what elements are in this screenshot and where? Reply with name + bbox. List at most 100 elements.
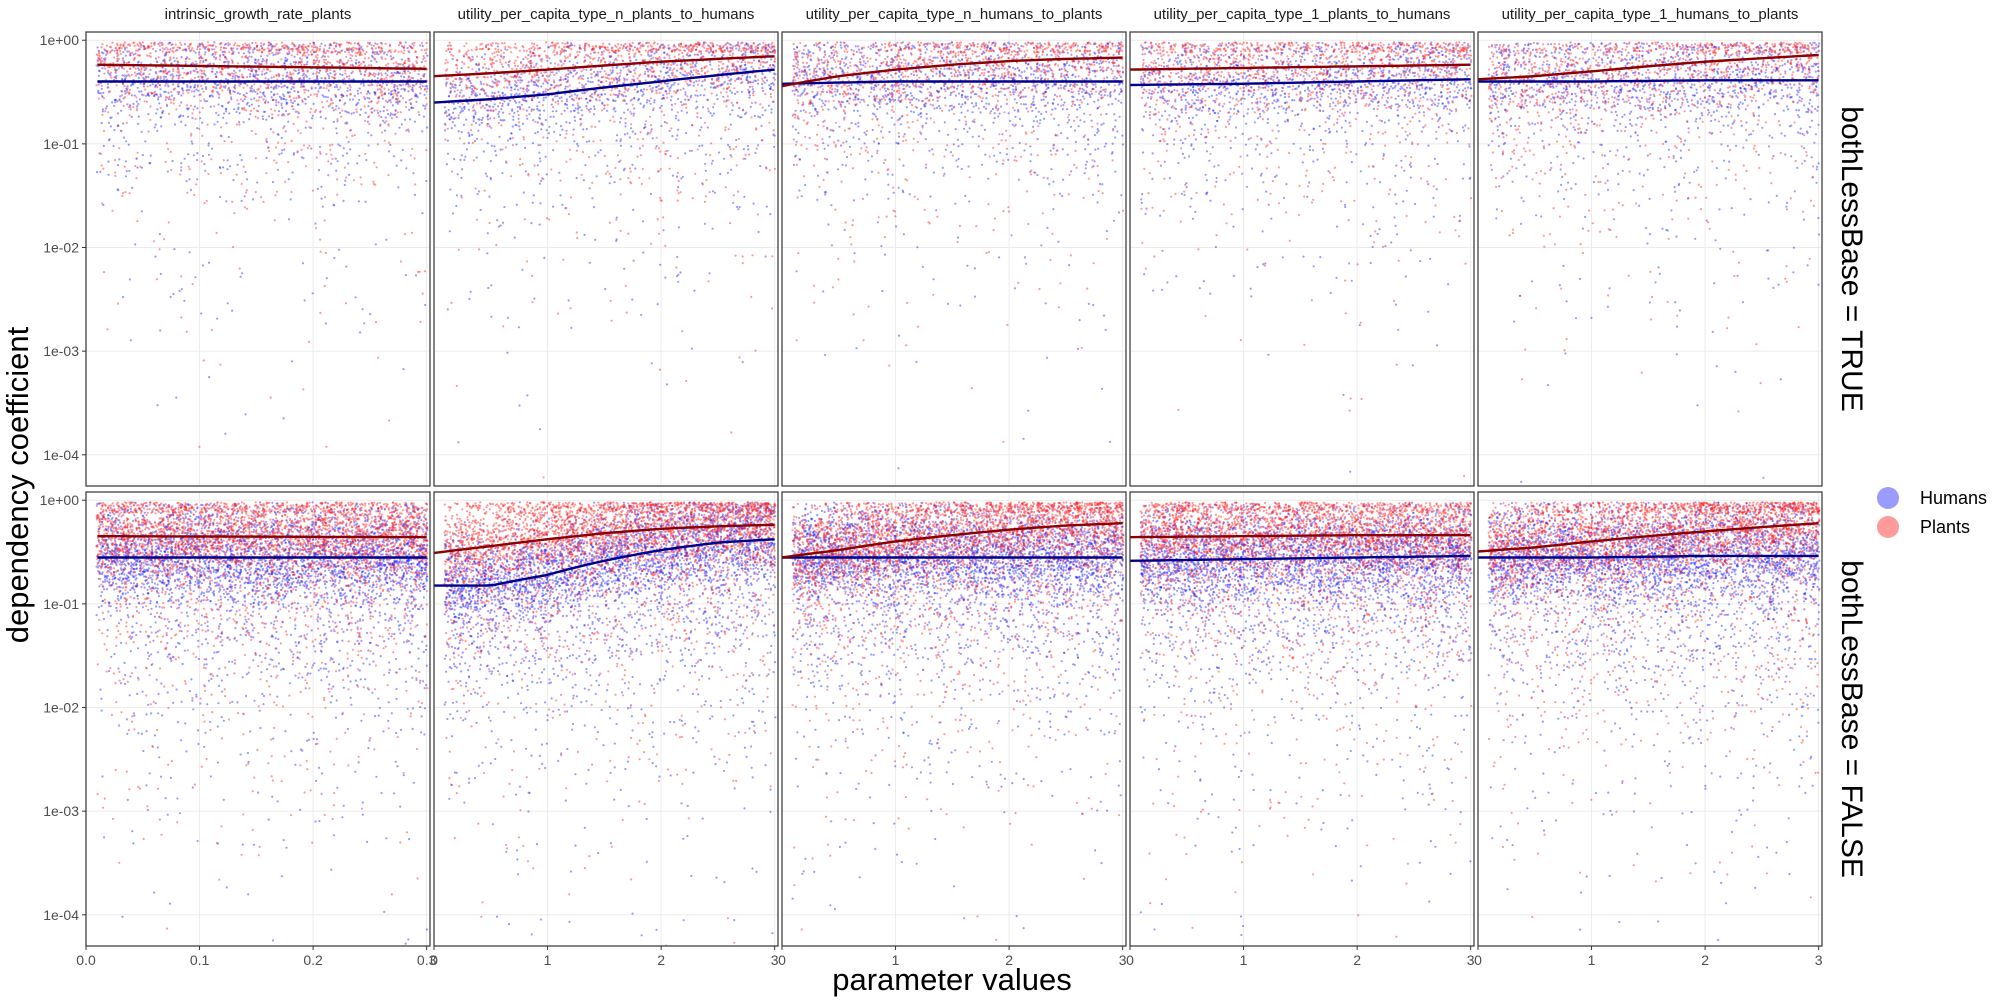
data-point bbox=[310, 45, 313, 48]
data-point bbox=[228, 72, 231, 75]
data-point bbox=[532, 49, 536, 52]
data-point bbox=[460, 80, 463, 83]
data-point bbox=[530, 54, 533, 57]
data-point bbox=[268, 48, 271, 51]
data-point bbox=[745, 42, 748, 45]
data-point bbox=[451, 212, 455, 215]
data-point bbox=[348, 77, 351, 80]
data-point bbox=[751, 49, 754, 52]
data-point bbox=[513, 88, 517, 91]
data-point bbox=[675, 64, 679, 67]
data-point bbox=[113, 49, 116, 53]
data-point bbox=[404, 83, 408, 86]
data-point bbox=[661, 43, 664, 46]
data-point bbox=[521, 98, 524, 101]
data-point bbox=[247, 50, 250, 53]
data-point bbox=[769, 50, 772, 54]
data-point bbox=[489, 62, 492, 66]
data-point bbox=[277, 133, 280, 136]
data-point bbox=[189, 85, 192, 88]
data-point bbox=[462, 94, 465, 97]
data-point bbox=[564, 136, 567, 139]
data-point bbox=[462, 123, 466, 126]
data-point bbox=[703, 65, 706, 68]
data-point bbox=[608, 43, 611, 46]
data-point bbox=[414, 95, 417, 98]
data-point bbox=[507, 102, 510, 105]
data-point bbox=[549, 73, 552, 76]
data-point bbox=[569, 196, 573, 199]
data-point bbox=[267, 41, 270, 44]
data-point bbox=[407, 128, 410, 131]
data-point bbox=[547, 79, 551, 82]
data-point bbox=[493, 95, 496, 98]
data-point bbox=[759, 164, 762, 168]
data-point bbox=[559, 78, 563, 82]
data-point bbox=[396, 85, 399, 88]
data-point bbox=[164, 98, 167, 101]
data-point bbox=[727, 70, 730, 73]
data-point bbox=[167, 98, 171, 101]
data-point bbox=[303, 88, 306, 92]
data-point bbox=[202, 359, 205, 362]
data-point bbox=[568, 95, 571, 98]
data-point bbox=[139, 46, 142, 49]
data-point bbox=[667, 47, 670, 50]
data-point bbox=[294, 110, 297, 113]
data-point bbox=[689, 70, 693, 73]
data-point bbox=[238, 84, 241, 87]
data-point bbox=[654, 57, 658, 60]
data-point bbox=[250, 109, 253, 112]
data-point bbox=[258, 62, 261, 65]
data-point bbox=[720, 137, 723, 140]
data-point bbox=[662, 229, 665, 232]
data-point bbox=[241, 272, 244, 275]
data-point bbox=[515, 81, 518, 84]
data-point bbox=[180, 166, 183, 169]
data-point bbox=[270, 96, 273, 99]
data-point bbox=[445, 84, 448, 87]
data-point bbox=[589, 99, 592, 102]
data-point bbox=[554, 101, 557, 104]
data-point bbox=[348, 47, 351, 50]
data-point bbox=[453, 90, 456, 93]
data-point bbox=[696, 148, 699, 151]
data-point bbox=[600, 45, 603, 48]
data-point bbox=[509, 46, 512, 49]
data-point bbox=[270, 47, 273, 51]
data-point bbox=[411, 84, 415, 87]
data-point bbox=[730, 47, 733, 50]
data-point bbox=[233, 85, 236, 88]
data-point bbox=[515, 46, 518, 50]
data-point bbox=[296, 110, 299, 113]
data-point bbox=[172, 56, 175, 59]
data-point bbox=[684, 44, 687, 47]
data-point bbox=[489, 178, 492, 181]
data-point bbox=[215, 51, 218, 54]
data-point bbox=[355, 59, 358, 62]
data-point bbox=[411, 88, 414, 91]
data-point bbox=[605, 72, 608, 75]
data-point bbox=[617, 43, 620, 46]
data-point bbox=[198, 445, 201, 448]
data-point bbox=[243, 46, 246, 49]
data-point bbox=[748, 96, 751, 99]
data-point bbox=[681, 104, 684, 107]
data-point bbox=[533, 75, 536, 78]
data-point bbox=[399, 111, 402, 114]
data-point bbox=[416, 56, 419, 59]
data-point bbox=[148, 54, 151, 58]
data-point bbox=[459, 81, 462, 84]
data-point bbox=[189, 50, 192, 53]
data-point bbox=[230, 47, 233, 50]
data-point bbox=[396, 87, 399, 90]
data-point bbox=[562, 258, 565, 261]
data-point bbox=[154, 57, 158, 60]
data-point bbox=[636, 77, 639, 80]
data-point bbox=[500, 124, 503, 127]
data-point bbox=[478, 69, 481, 72]
data-point bbox=[269, 42, 272, 45]
data-point bbox=[761, 89, 765, 93]
data-point bbox=[144, 47, 147, 50]
data-point bbox=[476, 193, 479, 196]
